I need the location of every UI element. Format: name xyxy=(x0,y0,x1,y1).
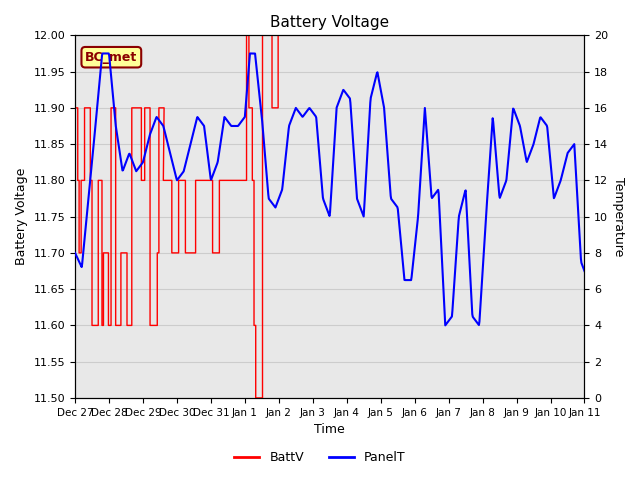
X-axis label: Time: Time xyxy=(314,423,345,436)
Y-axis label: Battery Voltage: Battery Voltage xyxy=(15,168,28,265)
Legend: BattV, PanelT: BattV, PanelT xyxy=(229,446,411,469)
Title: Battery Voltage: Battery Voltage xyxy=(270,15,389,30)
Y-axis label: Temperature: Temperature xyxy=(612,177,625,256)
Text: BC_met: BC_met xyxy=(85,51,138,64)
